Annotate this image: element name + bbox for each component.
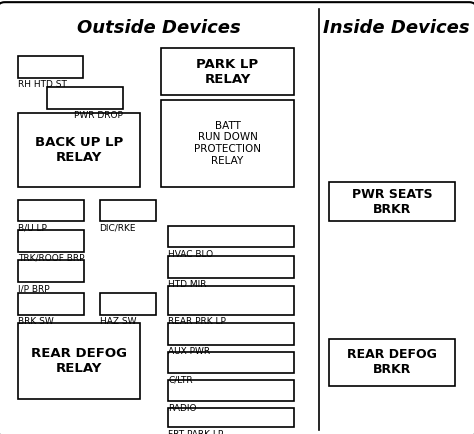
Text: REAR DEFOG
BRKR: REAR DEFOG BRKR	[347, 349, 437, 376]
Text: PARK LP
RELAY: PARK LP RELAY	[196, 58, 259, 85]
Text: REAR PRK LP: REAR PRK LP	[168, 317, 226, 326]
Text: BACK UP LP
RELAY: BACK UP LP RELAY	[35, 136, 123, 164]
Bar	[329, 182, 455, 221]
Text: TRK/ROOF BRP: TRK/ROOF BRP	[18, 254, 84, 263]
Text: BATT
RUN DOWN
PROTECTION
RELAY: BATT RUN DOWN PROTECTION RELAY	[194, 121, 261, 166]
Text: BRK SW: BRK SW	[18, 317, 54, 326]
Bar	[18, 113, 140, 187]
Bar	[47, 87, 123, 108]
Bar	[168, 408, 294, 427]
Text: I/P BRP: I/P BRP	[18, 284, 50, 293]
Text: HAZ SW: HAZ SW	[100, 317, 136, 326]
Bar	[18, 323, 140, 399]
Text: C/LTR: C/LTR	[168, 375, 193, 385]
Bar	[168, 226, 294, 247]
Bar	[100, 293, 156, 315]
Text: HTD MIR: HTD MIR	[168, 280, 207, 289]
Bar	[161, 48, 294, 95]
Text: B/U LP: B/U LP	[18, 224, 47, 233]
Text: AUX PWR: AUX PWR	[168, 347, 210, 356]
Text: FRT PARK LP: FRT PARK LP	[168, 430, 224, 434]
Text: PWR SEATS
BRKR: PWR SEATS BRKR	[352, 188, 433, 216]
Bar	[18, 293, 84, 315]
Bar	[161, 100, 294, 187]
Bar	[168, 352, 294, 373]
Bar	[18, 200, 84, 221]
Bar	[18, 56, 83, 78]
Bar	[168, 380, 294, 401]
Bar	[18, 230, 84, 252]
Bar	[100, 200, 156, 221]
Text: REAR DEFOG
RELAY: REAR DEFOG RELAY	[31, 347, 127, 375]
Text: DIC/RKE: DIC/RKE	[100, 224, 136, 233]
Bar	[168, 256, 294, 278]
Bar	[168, 323, 294, 345]
Text: HVAC BLO: HVAC BLO	[168, 250, 213, 259]
Bar	[329, 339, 455, 386]
Text: Outside Devices: Outside Devices	[77, 19, 241, 37]
Text: PWR DROP: PWR DROP	[74, 111, 123, 120]
Bar	[18, 260, 84, 282]
Bar	[168, 286, 294, 315]
Text: RADIO: RADIO	[168, 404, 197, 413]
Text: Inside Devices: Inside Devices	[323, 19, 470, 37]
Text: RH HTD ST: RH HTD ST	[18, 80, 67, 89]
